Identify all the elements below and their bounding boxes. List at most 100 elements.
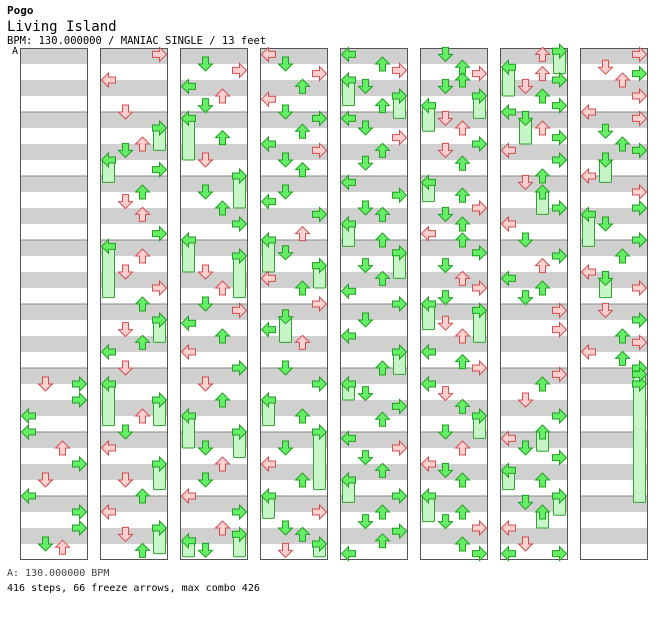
arrow-down-note <box>517 78 534 95</box>
beat-stripe <box>20 240 88 256</box>
arrow-left-note <box>340 110 356 127</box>
beat-stripe <box>180 48 248 64</box>
arrow-up-note <box>534 257 551 274</box>
arrow-left-note <box>260 321 276 338</box>
chart-summary: 416 steps, 66 freeze arrows, max combo 4… <box>7 583 260 594</box>
arrow-left-note <box>260 270 276 287</box>
arrow-down-note <box>117 264 134 280</box>
arrow-right-note <box>632 231 648 249</box>
arrow-down-note <box>597 123 614 139</box>
beat-stripe <box>180 304 248 320</box>
arrow-down-note <box>197 56 214 72</box>
arrow-right-freeze-head <box>392 244 408 262</box>
beat-stripe <box>420 528 488 544</box>
arrow-left-note <box>340 327 356 345</box>
arrow-left-note <box>420 343 436 361</box>
arrow-up-note <box>374 504 391 520</box>
arrow-left-note <box>500 270 516 287</box>
beat-stripe <box>180 144 248 160</box>
arrow-up-note <box>134 206 151 222</box>
arrow-up-note <box>454 232 471 248</box>
arrow-up-note <box>374 360 391 376</box>
arrow-up-note <box>614 72 631 88</box>
arrow-left-freeze-head <box>340 471 356 489</box>
arrow-up-note <box>454 353 471 370</box>
arrow-left-note <box>20 407 36 425</box>
arrow-down-note <box>357 312 374 328</box>
arrow-right-note <box>152 225 168 242</box>
arrow-right-note <box>472 135 488 153</box>
beat-stripe <box>260 528 328 544</box>
arrow-up-note <box>454 328 471 344</box>
arrow-down-note <box>357 514 374 530</box>
arrow-right-note <box>472 199 488 217</box>
beat-stripe <box>260 176 328 192</box>
arrow-right-freeze-head <box>152 311 168 329</box>
arrow-up-note <box>454 472 471 488</box>
arrow-left-freeze-head <box>420 487 436 505</box>
arrow-right-note <box>472 545 488 562</box>
arrow-up-note <box>454 216 471 232</box>
arrow-left-freeze-head <box>260 487 276 505</box>
arrow-down-note <box>197 184 214 200</box>
arrow-right-note <box>632 279 648 297</box>
beat-stripe <box>100 368 168 384</box>
arrow-left-note <box>340 282 356 300</box>
arrow-left-note <box>500 142 516 159</box>
arrow-left-note <box>420 225 436 242</box>
arrow-up-note <box>214 88 231 104</box>
arrow-up-freeze-head <box>534 504 551 520</box>
arrow-right-note <box>552 247 568 265</box>
arrow-right-note <box>632 110 648 127</box>
arrow-up-note <box>534 280 551 296</box>
arrow-right-note <box>152 279 168 297</box>
arrow-right-freeze-head <box>152 455 168 473</box>
arrow-right-note <box>632 65 648 82</box>
beat-stripe <box>420 144 488 160</box>
beat-stripe <box>340 208 408 224</box>
arrow-down-note <box>117 360 134 376</box>
beat-stripe <box>340 336 408 352</box>
arrow-right-note <box>392 522 408 540</box>
beat-stripe <box>180 528 248 544</box>
arrow-right-note <box>552 129 568 146</box>
arrow-down-note <box>117 104 134 120</box>
arrow-right-note <box>312 142 328 159</box>
beat-stripe <box>500 272 568 288</box>
beat-stripe <box>580 336 648 352</box>
arrow-down-freeze-head <box>517 110 534 127</box>
arrow-right-freeze-head <box>152 119 168 137</box>
beat-stripe <box>420 80 488 96</box>
arrow-left-note <box>580 167 596 185</box>
beat-stripe <box>580 528 648 544</box>
column-border <box>20 48 88 560</box>
arrow-up-note <box>374 411 391 427</box>
beat-stripe <box>580 240 648 256</box>
beat-stripe <box>100 80 168 96</box>
beat-stripe <box>20 368 88 384</box>
beat-stripe <box>260 336 328 352</box>
arrow-up-note <box>534 88 551 104</box>
arrow-up-freeze-head <box>534 424 551 440</box>
arrow-left-note <box>500 519 516 537</box>
beat-stripe <box>420 48 488 64</box>
beat-stripe <box>100 176 168 192</box>
beat-stripe <box>420 368 488 384</box>
arrow-down-note <box>517 392 534 408</box>
arrow-up-note <box>374 462 391 478</box>
arrow-right-note <box>552 97 568 114</box>
beat-stripe <box>580 368 648 384</box>
beat-stripe <box>260 272 328 288</box>
arrow-right-note <box>552 407 568 425</box>
arrow-left-note <box>580 343 596 361</box>
arrow-right-note <box>392 439 408 457</box>
arrow-up-note <box>214 280 231 296</box>
arrow-down-note <box>517 232 534 248</box>
arrow-down-note <box>597 59 614 75</box>
arrow-right-note <box>72 503 88 521</box>
arrow-down-note <box>597 302 614 319</box>
arrow-down-note <box>437 462 454 479</box>
beat-stripe <box>260 432 328 448</box>
beat-stripe <box>420 496 488 512</box>
beat-stripe <box>260 48 328 64</box>
